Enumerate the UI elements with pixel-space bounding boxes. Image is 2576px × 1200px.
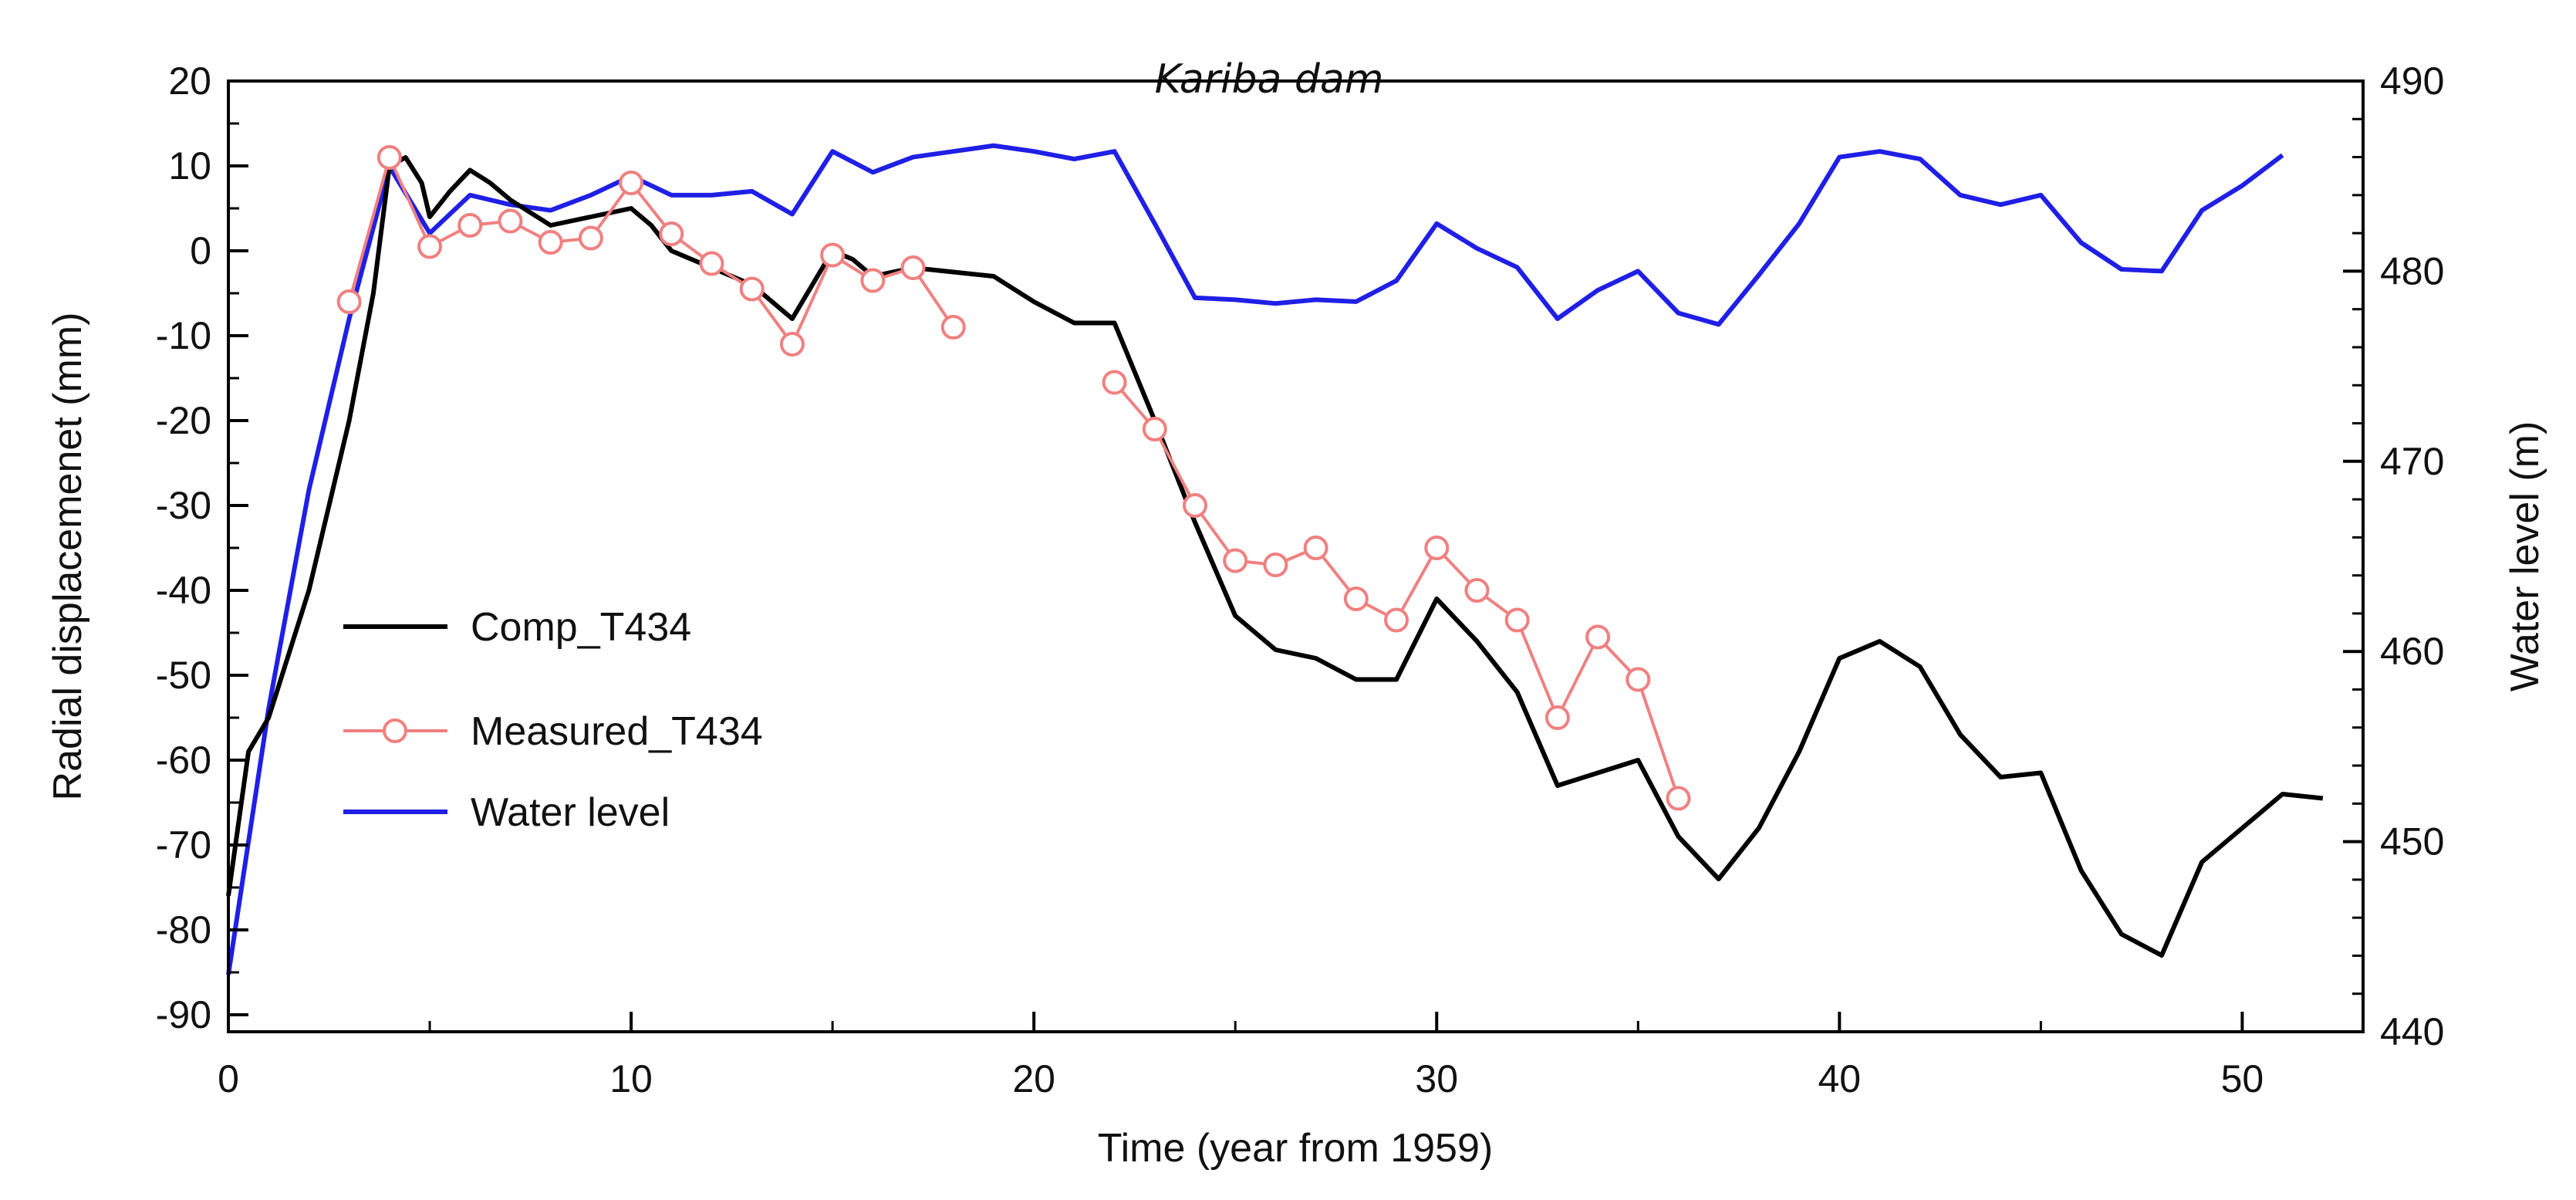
- measured-point: [1384, 607, 1410, 633]
- measured-point: [1424, 536, 1450, 560]
- measured-point: [578, 225, 603, 251]
- measured-point: [336, 289, 362, 314]
- x-tick-label: 50: [2221, 1057, 2264, 1100]
- measured-point: [1303, 536, 1329, 560]
- measured-point: [1142, 417, 1167, 441]
- y-axis-left: 20 10 0 -10 -20 -30 -40 -50 -60 -70 -80 -90: [156, 59, 248, 1036]
- measured-point: [498, 208, 523, 234]
- measured-point: [376, 145, 402, 170]
- measured-point: [1504, 607, 1530, 633]
- x-tick-label: 40: [1818, 1057, 1861, 1100]
- measured-point: [699, 251, 724, 276]
- measured-point: [779, 332, 805, 357]
- y-left-tick-label: -60: [156, 739, 211, 782]
- x-tick-label: 20: [1012, 1057, 1055, 1100]
- measured-point: [457, 213, 483, 238]
- legend-marker-measured: [383, 718, 407, 743]
- y-right-tick-label: 440: [2380, 1010, 2444, 1053]
- measured-point: [1464, 578, 1490, 603]
- y-left-tick-label: 20: [168, 59, 211, 103]
- measured-point: [1626, 667, 1651, 692]
- y-right-tick-label: 460: [2380, 630, 2444, 673]
- measured-point: [538, 230, 563, 255]
- measured-point: [417, 234, 443, 259]
- y-left-tick-label: -20: [156, 399, 211, 442]
- y-right-tick-label: 480: [2380, 249, 2444, 292]
- measured-point: [1343, 586, 1369, 611]
- y-left-tick-label: -40: [156, 569, 211, 612]
- measured-point: [739, 276, 765, 302]
- measured-point: [860, 268, 886, 293]
- y-right-tick-label: 470: [2380, 440, 2444, 483]
- plot-frame: [227, 79, 2365, 1033]
- x-axis-title: Time (year from 1959): [1098, 1126, 1493, 1171]
- y-left-tick-label: -50: [156, 654, 211, 697]
- y-right-tick-label: 490: [2380, 59, 2444, 103]
- y-left-tick-label: 10: [168, 144, 211, 188]
- series-measured-t434: [1113, 381, 1680, 799]
- measured-point: [900, 255, 926, 280]
- measured-point: [940, 315, 966, 340]
- measured-point: [1182, 493, 1207, 518]
- series-water-level: [226, 143, 2284, 975]
- measured-point: [820, 242, 846, 268]
- measured-point: [659, 221, 684, 246]
- y-right-tick-label: 450: [2380, 820, 2444, 864]
- y-axis-left-title: Radial displacemenet (mm): [46, 313, 90, 801]
- y-left-tick-label: -70: [156, 823, 211, 867]
- x-axis: 0 10 20 30 40 50: [218, 1012, 2264, 1100]
- y-left-tick-label: -80: [156, 908, 211, 952]
- x-tick-label: 10: [609, 1057, 653, 1100]
- y-left-tick-label: -10: [156, 314, 211, 357]
- x-tick-label: 30: [1415, 1057, 1458, 1100]
- legend: Comp_T434 Measured_T434 Water level: [343, 605, 763, 835]
- measured-point: [1263, 553, 1288, 577]
- legend-label-comp: Comp_T434: [471, 605, 691, 650]
- measured-point: [619, 171, 644, 195]
- y-axis-right: 440 450 460 470 480 490: [2343, 59, 2444, 1053]
- y-axis-right-title: Water level (m): [2503, 421, 2547, 692]
- y-left-tick-label: -30: [156, 484, 211, 527]
- measured-point: [1666, 786, 1691, 811]
- series-comp-t434: [226, 155, 2324, 958]
- x-tick-label: 0: [218, 1057, 239, 1100]
- series-measured-t434: [347, 156, 955, 346]
- measured-point: [1545, 705, 1570, 730]
- measured-point: [1223, 548, 1248, 573]
- measured-point: [1102, 370, 1127, 395]
- y-left-tick-label: 0: [190, 229, 211, 272]
- legend-label-measured: Measured_T434: [471, 709, 763, 754]
- legend-label-water: Water level: [471, 790, 670, 835]
- y-left-tick-label: -90: [156, 993, 211, 1036]
- measured-point: [1585, 624, 1611, 650]
- plot-lines: [226, 143, 2324, 975]
